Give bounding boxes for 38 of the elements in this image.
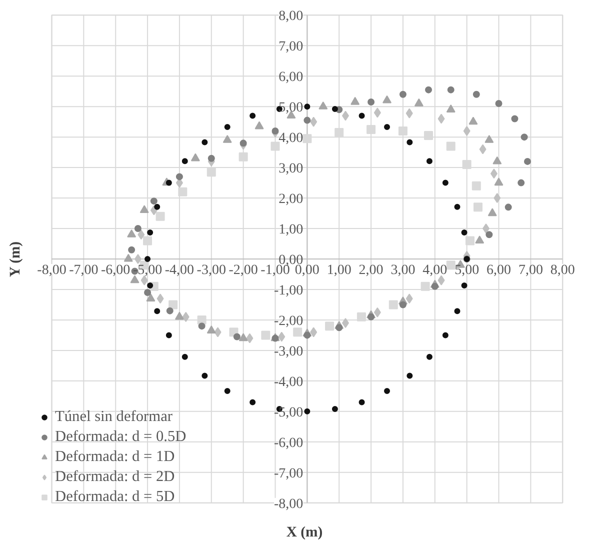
- legend-label: Deformada: d = 1D: [55, 448, 175, 466]
- x-tick-label: 0,00: [294, 263, 320, 278]
- x-tick-label: 4,00: [422, 263, 448, 278]
- x-tick-label: -6,00: [101, 263, 130, 278]
- x-tick-label: 1,00: [326, 263, 352, 278]
- y-tick-label: 1,00: [278, 222, 304, 238]
- x-tick-label: -8,00: [37, 263, 66, 278]
- x-tick-label: -7,00: [69, 263, 98, 278]
- y-axis-title: Y (m): [8, 241, 24, 278]
- y-tick-label: -2,00: [274, 314, 304, 329]
- x-tick-label: 2,00: [358, 263, 384, 278]
- y-tick-label: 3,00: [278, 162, 304, 177]
- x-tick-label: 5,00: [454, 263, 480, 278]
- y-tick-label: -7,00: [274, 466, 304, 482]
- x-tick-label: 7,00: [518, 263, 543, 278]
- y-tick-label: -4,00: [274, 374, 304, 390]
- legend-label: Túnel sin deformar: [55, 408, 172, 426]
- y-tick-label: -1,00: [274, 283, 304, 298]
- y-tick-label: 5,00: [278, 100, 304, 116]
- y-tick-label: -6,00: [274, 436, 304, 451]
- y-tick-label: 7,00: [278, 40, 304, 55]
- x-tick-label: -3,00: [196, 263, 226, 278]
- y-tick-label: 8,00: [278, 9, 304, 24]
- legend-label: Deformada: d = 5D: [55, 488, 175, 506]
- legend-label: Deformada: d = 0.5D: [55, 428, 186, 446]
- y-tick-label: -5,00: [274, 405, 304, 420]
- legend-label: Deformada: d = 2D: [55, 468, 175, 486]
- x-tick-label: 8,00: [550, 263, 575, 278]
- x-tick-label: -2,00: [228, 263, 258, 278]
- y-tick-label: -3,00: [274, 344, 304, 360]
- y-tick-label: 4,00: [278, 131, 304, 146]
- x-tick-label: 6,00: [486, 263, 512, 278]
- x-axis-title: X (m): [286, 524, 323, 540]
- y-tick-label: 6,00: [278, 70, 304, 86]
- x-tick-label: -4,00: [164, 263, 194, 278]
- x-tick-label: 3,00: [390, 263, 416, 278]
- y-tick-label: -8,00: [274, 496, 304, 512]
- y-tick-label: 2,00: [278, 192, 304, 208]
